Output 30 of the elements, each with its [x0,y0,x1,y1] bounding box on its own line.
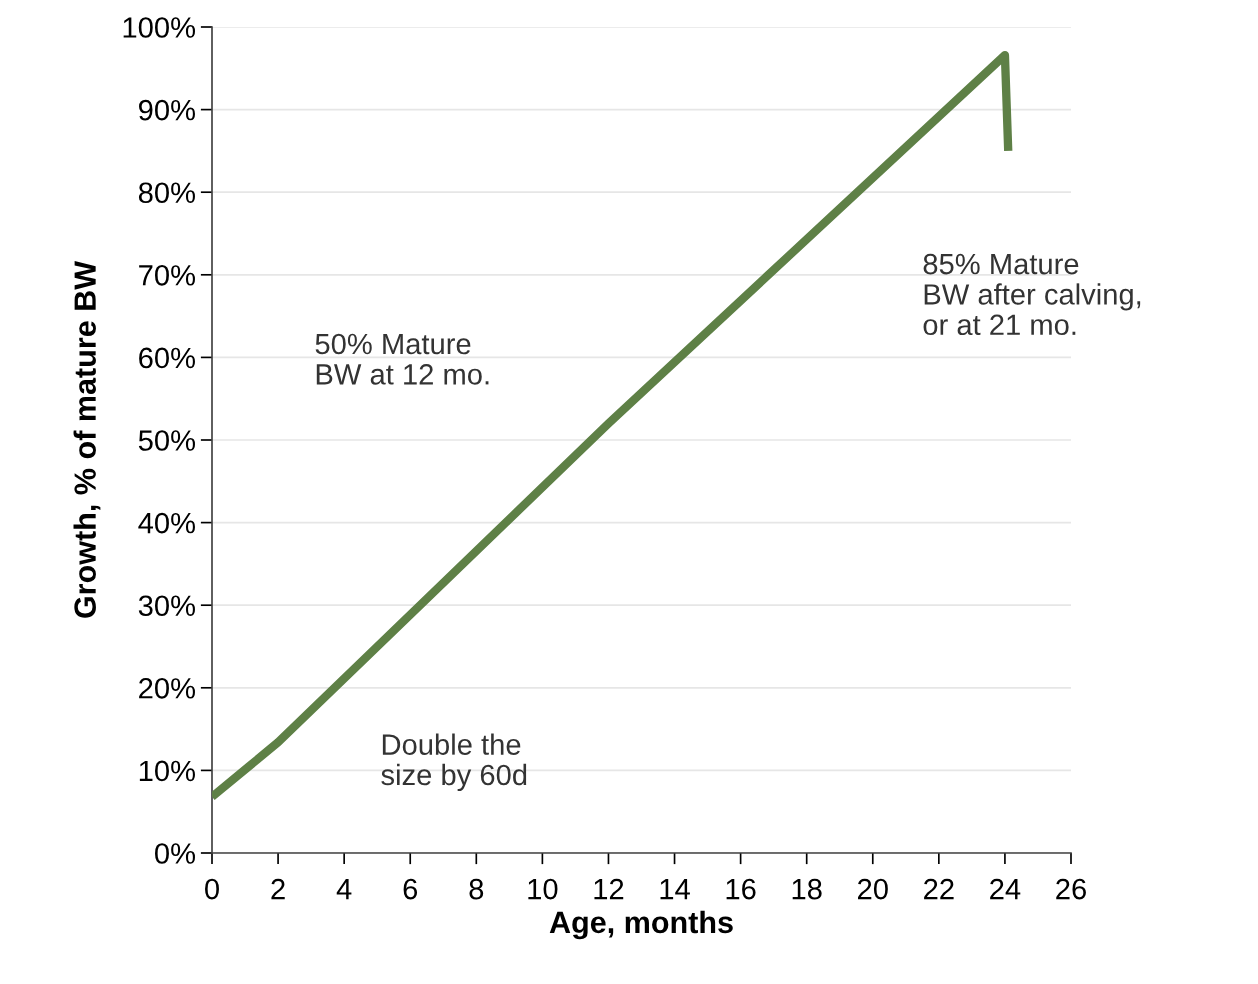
y-tick-label: 40% [138,512,195,534]
x-tick-label: 8 [469,878,484,900]
annotation: 50% Mature BW at 12 mo. [315,333,489,385]
x-tick-label: 18 [792,878,822,900]
y-tick-label: 30% [138,595,195,617]
annotation: Double the size by 60d [381,733,527,792]
x-tick-label: 0 [205,878,219,900]
x-tick-label: 24 [990,878,1021,900]
x-tick-label: 2 [271,878,285,900]
y-tick-label: 80% [138,182,195,204]
x-tick-label: 26 [1056,878,1086,900]
y-tick-label: 60% [139,347,195,369]
y-tick-label: 100% [123,17,195,38]
x-tick-label: 6 [403,878,418,900]
x-tick-label: 22 [924,878,954,900]
y-axis-title: Growth, % of mature BW [73,260,101,618]
annotation: 85% Mature BW after calving, or at 21 mo. [923,253,1141,336]
y-tick-label: 10% [139,760,195,782]
x-tick-label: 12 [594,878,624,900]
y-tick-label: 70% [139,265,195,286]
x-axis-title: Age, months [549,910,733,940]
y-tick-label: 50% [138,430,195,451]
y-tick-label: 90% [139,99,195,121]
x-tick-label: 4 [336,879,352,900]
x-tick-label: 20 [858,878,888,900]
y-tick-label: 0% [155,843,195,864]
x-tick-label: 10 [528,878,558,900]
x-tick-label: 14 [660,879,690,900]
y-tick-label: 20% [139,678,195,699]
x-tick-label: 16 [726,878,756,900]
